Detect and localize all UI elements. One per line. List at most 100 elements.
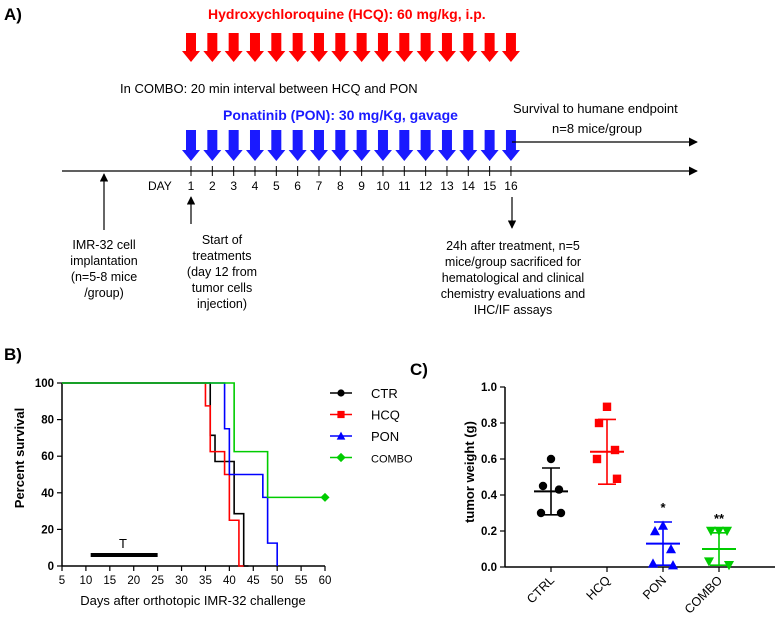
survival-y-tick-label: 0 (48, 561, 54, 573)
weight-y-tick-label: 0.4 (481, 490, 498, 502)
day-number: 15 (483, 179, 497, 193)
pon-dose-arrow (501, 130, 520, 161)
data-point (705, 526, 717, 537)
survival-x-tick-label: 50 (271, 575, 284, 587)
weight-x-tick-label: COMBO (682, 573, 725, 616)
hcq-dose-arrows (182, 33, 520, 62)
data-point (594, 418, 604, 428)
survival-x-label: Days after orthotopic IMR-32 challenge (80, 593, 305, 608)
weight-y-tick-label: 1.0 (481, 382, 497, 394)
weight-y-label: tumor weight (g) (462, 421, 477, 523)
survival-x-tick-label: 45 (247, 575, 260, 587)
hcq-dose-arrow (267, 33, 286, 62)
text-line: 24h after treatment, n=5 (446, 239, 580, 253)
significance-marker: * (660, 500, 666, 515)
text-line: hematological and clinical (442, 271, 584, 285)
hcq-dose-arrow (331, 33, 350, 62)
panel-c-label: C) (410, 360, 428, 379)
hcq-dose-arrow (245, 33, 264, 62)
weight-y-tick-label: 0.0 (481, 562, 497, 574)
text-line: /group) (84, 286, 124, 300)
weight-axes: 0.0 0.2 0.4 0.6 0.8 1.0 CTRL HCQ PON COMBO (481, 382, 775, 617)
survival-legend: CTR HCQ PON COMBO (330, 386, 413, 466)
hcq-dose-arrow (395, 33, 414, 62)
text-line: injection) (197, 297, 247, 311)
hcq-dose-arrow (501, 33, 520, 62)
legend-label: CTR (371, 386, 398, 401)
pon-dose-arrow (224, 130, 243, 161)
day-number: 13 (440, 179, 454, 193)
weight-y-tick-label: 0.8 (481, 418, 498, 430)
survival-line-combo (62, 382, 325, 499)
pon-dose-arrow (331, 130, 350, 161)
survival-x-tick-label: 15 (103, 575, 116, 587)
hcq-dose-arrow (373, 33, 392, 62)
panel-b-label: B) (4, 345, 22, 364)
weight-x-tick-label: CTRL (524, 573, 557, 606)
day-number: 2 (209, 179, 216, 193)
day-number: 16 (504, 179, 518, 193)
day-number: 5 (273, 179, 280, 193)
day-number: 10 (376, 179, 390, 193)
sacrifice-text: 24h after treatment, n=5 mice/group sacri… (441, 239, 586, 317)
legend-label: COMBO (371, 454, 413, 466)
day-number: 14 (462, 179, 476, 193)
data-point (703, 557, 715, 567)
data-point (647, 558, 659, 568)
panel-c: C) tumor weight (g) 0.0 0.2 0.4 0.6 0.8 1.0 CT… (410, 360, 775, 617)
text-line: chemistry evaluations and (441, 287, 586, 301)
data-point (649, 525, 661, 536)
weight-x-tick-label: HCQ (584, 573, 614, 603)
pon-title: Ponatinib (PON): 30 mg/Kg, gavage (223, 107, 458, 123)
data-point (592, 454, 602, 464)
hcq-dose-arrow (416, 33, 435, 62)
survival-line-pon (62, 382, 278, 566)
pon-dose-arrows (182, 130, 520, 161)
legend-label: HCQ (371, 408, 400, 423)
panel-a: A) Hydroxychloroquine (HCQ): 60 mg/kg, i… (4, 5, 698, 317)
day-number: 6 (294, 179, 301, 193)
day-number: 12 (419, 179, 433, 193)
data-point (612, 474, 622, 483)
hcq-dose-arrow (437, 33, 456, 62)
hcq-dose-arrow (288, 33, 307, 62)
day-number: 4 (252, 179, 259, 193)
survival-x-tick-label: 55 (295, 575, 308, 587)
text-line: treatments (192, 249, 251, 263)
hcq-dose-arrow (459, 33, 478, 62)
pon-dose-arrow (373, 130, 392, 161)
pon-dose-arrow (288, 130, 307, 161)
pon-dose-arrow (416, 130, 435, 161)
text-line: mice/group sacrificed for (445, 255, 581, 269)
survival-y-tick-label: 100 (35, 378, 54, 390)
hcq-title: Hydroxychloroquine (HCQ): 60 mg/kg, i.p. (208, 6, 486, 22)
hcq-dose-arrow (352, 33, 371, 62)
combo-interval-text: In COMBO: 20 min interval between HCQ an… (120, 81, 418, 96)
treatment-annotation: T (119, 536, 127, 551)
survival-x-tick-label: 10 (80, 575, 93, 587)
data-point (536, 508, 546, 518)
pon-dose-arrow (267, 130, 286, 161)
weight-y-tick-label: 0.2 (481, 526, 497, 538)
survival-y-label: Percent survival (12, 408, 27, 508)
pon-dose-arrow (245, 130, 264, 161)
survival-axes: 0 20 40 60 80 100 5 10 15 20 25 30 35 40 45 50 55 60 (35, 378, 332, 587)
pon-dose-arrow (182, 130, 200, 161)
day-number: 7 (316, 179, 323, 193)
text-line: IMR-32 cell (72, 238, 135, 252)
data-point (723, 561, 735, 571)
survival-y-tick-label: 20 (41, 524, 54, 536)
data-point (554, 485, 564, 494)
legend-marker (337, 389, 345, 397)
weight-groups: *** (534, 402, 736, 571)
survival-line-hcq (62, 382, 244, 567)
text-line: (n=5-8 mice (71, 270, 137, 284)
text-line: tumor cells (192, 281, 252, 295)
survival-y-tick-label: 40 (41, 488, 54, 500)
text-line: (day 12 from (187, 265, 257, 279)
panel-b: B) Percent survival Days after orthotopi… (4, 345, 413, 608)
implantation-text: IMR-32 cell implantation (n=5-8 mice/group… (70, 238, 137, 300)
survival-y-tick-label: 60 (41, 451, 54, 463)
day-number: 8 (337, 179, 344, 193)
